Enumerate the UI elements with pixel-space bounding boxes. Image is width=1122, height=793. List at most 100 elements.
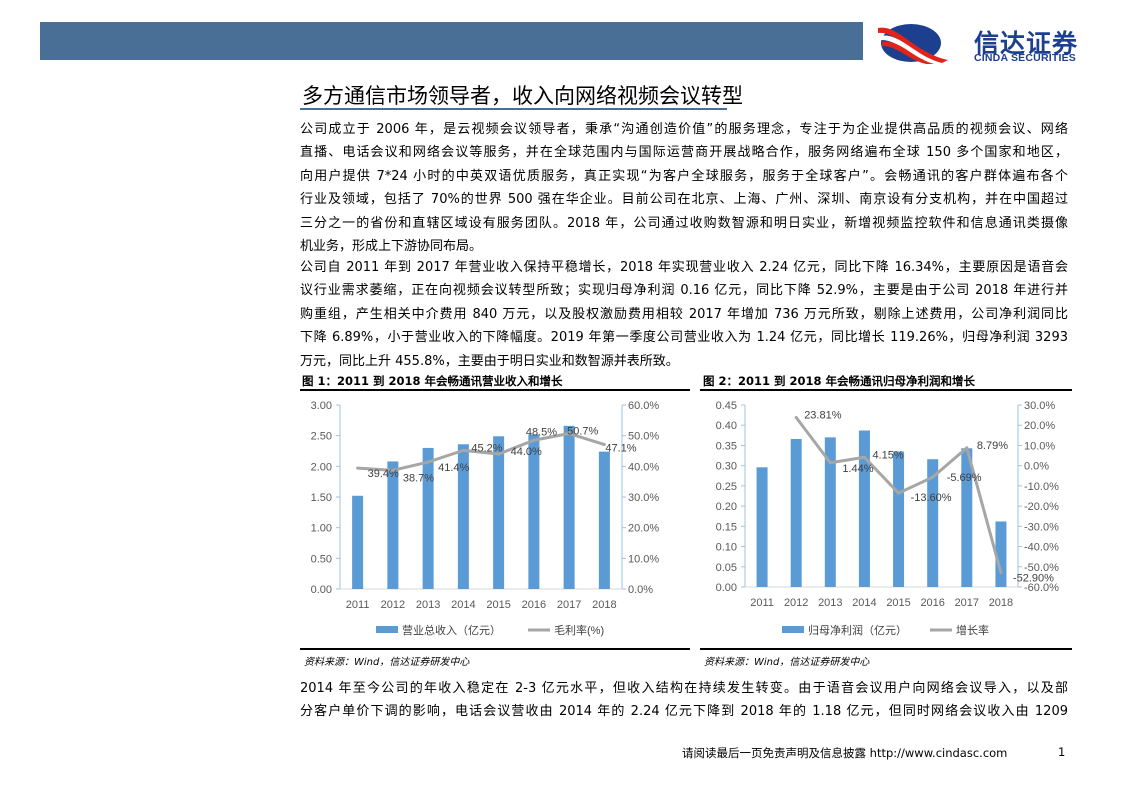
- data-label: 45.2%: [471, 442, 502, 454]
- x-tick-label: 2016: [522, 599, 546, 611]
- data-label: -52.90%: [1013, 573, 1054, 585]
- x-tick-label: 2018: [989, 597, 1013, 609]
- x-tick-label: 2011: [750, 597, 774, 609]
- text-line: 公司自 2011 年到 2017 年营业收入保持平稳增长，2018 年实现营业收…: [300, 260, 1068, 275]
- legend-bar-swatch: [376, 626, 398, 633]
- line-point-2014: [461, 448, 465, 452]
- right-tick-label: -10.0%: [1024, 481, 1059, 493]
- right-tick-label: 0.0%: [628, 584, 653, 596]
- line-point-2017: [965, 446, 969, 450]
- line-point-2017: [567, 432, 571, 436]
- figure-1-source: 资料来源：Wind，信达证券研发中心: [304, 657, 470, 668]
- line-point-2013: [426, 460, 430, 464]
- x-tick-label: 2015: [486, 599, 510, 611]
- left-tick-label: 1.00: [311, 523, 332, 535]
- left-tick-label: 2.00: [311, 461, 332, 473]
- text-line: 机业务，形成上下游协同布局。: [300, 238, 483, 254]
- legend-bar-label: 归母净利润（亿元）: [808, 623, 907, 637]
- left-tick-label: 0.50: [311, 553, 332, 565]
- left-tick-label: 0.05: [716, 562, 737, 574]
- data-label: 44.0%: [511, 446, 542, 458]
- bar-2016: [927, 459, 939, 587]
- text-line: 万元，同比上升 455.8%，主要由于明日实业和数智源并表所致。: [300, 353, 679, 369]
- text-line: 议行业需求萎缩，正在向视频会议转型所致；实现归母净利润 0.16 亿元，同比下降…: [300, 283, 1068, 299]
- left-tick-label: 0.40: [716, 420, 737, 432]
- bar-2014: [858, 430, 870, 587]
- figure-2-top-rule: [700, 389, 1072, 391]
- data-label: 41.4%: [438, 462, 469, 474]
- legend-bar-label: 营业总收入（亿元）: [402, 623, 501, 637]
- text-line: 向用户提供 7*24 小时的中英双语优质服务，真正实现“为客户全球服务，服务于全…: [300, 168, 1068, 184]
- right-tick-label: -20.0%: [1024, 501, 1059, 513]
- bar-2015: [893, 451, 905, 587]
- left-tick-label: 2.50: [311, 431, 332, 443]
- paragraph-3: 2014 年至今公司的年收入稳定在 2-3 亿元水平，但收入结构在持续发生转变。…: [300, 677, 1068, 724]
- text-line: 三分之一的省份和直辖区域设有服务团队。2018 年，公司通过收购数智源和明日实业…: [300, 215, 1068, 231]
- right-tick-label: -60.0%: [1024, 582, 1059, 594]
- right-tick-label: -50.0%: [1024, 562, 1059, 574]
- logo-cn-text: 信达证券: [974, 29, 1079, 58]
- right-tick-label: 0.0%: [1024, 461, 1049, 473]
- bar-2017: [563, 425, 575, 589]
- left-tick-label: 3.00: [311, 400, 332, 412]
- bar-2018: [995, 521, 1007, 587]
- data-label: 4.15%: [872, 449, 903, 461]
- legend-bar-swatch: [782, 626, 804, 633]
- text-line: 购重组，产生相关中介费用 840 万元，以及股权激励费用相较 2017 年增加 …: [300, 306, 1068, 322]
- text-line: 分客户单价下调的影响，电话会议营收由 2014 年的 2.24 亿元下降到 20…: [300, 704, 1068, 720]
- left-tick-label: 0.20: [716, 501, 737, 513]
- figure-2-source: 资料来源：Wind，信达证券研发中心: [704, 657, 870, 668]
- text-line: 下降 6.89%，小于营业收入的下降幅度。2019 年第一季度公司营业收入为 1…: [300, 330, 1068, 346]
- paragraph-2: 公司自 2011 年到 2017 年营业收入保持平稳增长，2018 年实现营业收…: [300, 256, 1068, 373]
- text-line: 行业及领域，包括了 70%的世界 500 强在华企业。目前公司在北京、上海、广州…: [300, 192, 1068, 208]
- text-line: 2014 年至今公司的年收入稳定在 2-3 亿元水平，但收入结构在持续发生转变。…: [300, 681, 1068, 696]
- figure-2-chart: 0.00 0.05 0.10 0.15 0.20 0.25 0.30 0.35 0.40 0.45…: [716, 400, 1059, 637]
- footer-disclaimer: 请阅读最后一页免责声明及信息披露 http://www.cindasc.com: [682, 745, 1007, 761]
- line-point-2014: [862, 455, 866, 459]
- right-tick-label: 30.0%: [628, 492, 659, 504]
- left-tick-label: 0.00: [311, 584, 332, 596]
- data-label: 47.1%: [605, 443, 636, 455]
- right-tick-label: -30.0%: [1024, 521, 1059, 533]
- figure-1-bottom-rule: [300, 648, 690, 650]
- x-tick-label: 2011: [346, 599, 370, 611]
- left-tick-label: 0.15: [716, 521, 737, 533]
- x-tick-label: 2017: [557, 599, 581, 611]
- line-point-2015: [897, 491, 901, 495]
- data-label: 38.7%: [403, 472, 434, 484]
- x-tick-label: 2017: [955, 597, 979, 609]
- x-tick-label: 2013: [416, 599, 440, 611]
- x-tick-label: 2016: [920, 597, 944, 609]
- left-tick-label: 0.10: [716, 542, 737, 554]
- left-tick-label: 0.30: [716, 461, 737, 473]
- figure-1-chart: 0.00 0.50 1.00 1.50 2.00 2.50 3.00 0.0% 10.0% 20.…: [311, 400, 660, 637]
- data-label: -13.60%: [911, 492, 952, 504]
- line-point-2015: [497, 452, 501, 456]
- cinda-logo-icon: [878, 24, 948, 64]
- x-tick-label: 2015: [886, 597, 910, 609]
- x-tick-label: 2012: [784, 597, 808, 609]
- line-series: [357, 432, 605, 472]
- x-tick-label: 2013: [818, 597, 842, 609]
- logo-en-text: CINDA SECURITIES: [974, 52, 1076, 64]
- header-bar: [40, 22, 863, 60]
- section-title: 多方通信市场领导者，收入向网络视频会议转型: [302, 84, 743, 108]
- data-label: 23.81%: [804, 410, 842, 422]
- data-label: 39.4%: [368, 468, 399, 480]
- figure-2-caption: 图 2：2011 到 2018 年会畅通讯归母净利润和增长: [703, 374, 976, 388]
- right-tick-label: 30.0%: [1024, 400, 1055, 412]
- left-tick-label: 1.50: [311, 492, 332, 504]
- line-point-2012: [794, 416, 798, 420]
- data-label: 1.44%: [842, 463, 873, 475]
- figure-1-caption: 图 1：2011 到 2018 年会畅通讯营业收入和增长: [302, 374, 563, 388]
- left-tick-label: 0.00: [716, 582, 737, 594]
- data-label: 48.5%: [526, 426, 557, 438]
- figure-1-top-rule: [300, 389, 690, 391]
- right-tick-label: 10.0%: [628, 553, 659, 565]
- right-tick-label: 20.0%: [1024, 420, 1055, 432]
- page-number: 1: [1058, 745, 1066, 759]
- bar-2013: [422, 447, 434, 589]
- website-link[interactable]: http://www.cindasc.com: [869, 746, 1008, 760]
- left-tick-label: 0.35: [716, 440, 737, 452]
- data-label: -5.69%: [947, 472, 982, 484]
